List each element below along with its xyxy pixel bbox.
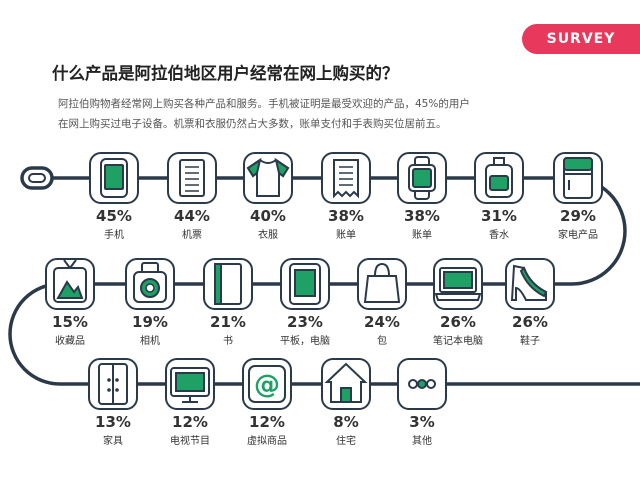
survey-logo: SURVEY bbox=[522, 24, 640, 54]
value-label: 31% bbox=[481, 207, 517, 225]
category-label: 电视节目 bbox=[170, 434, 210, 447]
intro-text: 阿拉伯购物者经常网上购买各种产品和服务。手机被证明是最受欢迎的产品，45%的用户… bbox=[58, 94, 498, 134]
chart-item: 13% 家具 bbox=[88, 358, 138, 447]
chart-item: 45% 手机 bbox=[89, 152, 139, 241]
value-label: 19% bbox=[132, 313, 168, 331]
category-label: 书 bbox=[223, 335, 233, 347]
category-label: 香水 bbox=[489, 229, 509, 241]
category-label: 相机 bbox=[140, 334, 160, 347]
value-label: 12% bbox=[172, 413, 208, 431]
category-label: 家具 bbox=[103, 434, 123, 447]
category-label: 笔记本电脑 bbox=[433, 334, 483, 347]
category-label: 账单 bbox=[336, 229, 356, 241]
shirt-icon bbox=[246, 157, 290, 197]
chart-item: 19% 相机 bbox=[125, 258, 175, 347]
chart-item: 38% 账单 bbox=[321, 152, 371, 241]
tv-icon bbox=[170, 367, 210, 403]
value-label: 38% bbox=[404, 207, 440, 225]
perfume-icon bbox=[485, 157, 513, 198]
laptop-icon bbox=[434, 267, 482, 301]
chart-item: 26% 笔记本电脑 bbox=[433, 258, 483, 347]
intro-line-1: 阿拉伯购物者经常网上购买各种产品和服务。手机被证明是最受欢迎的产品，45%的用户 bbox=[58, 98, 470, 110]
category-label: 虚拟商品 bbox=[247, 434, 287, 447]
chart-item: 44% 机票 bbox=[167, 152, 217, 241]
chart-item: 3% 其他 bbox=[397, 358, 447, 447]
value-label: 21% bbox=[210, 313, 246, 331]
bill-icon bbox=[333, 159, 359, 199]
value-label: 3% bbox=[409, 413, 434, 431]
page-title: 什么产品是阿拉伯地区用户经常在网上购买的？ bbox=[52, 64, 399, 83]
chart-item: 23% 平板，电脑 bbox=[280, 258, 330, 347]
value-label: 13% bbox=[95, 413, 131, 431]
timeline-start-knob bbox=[20, 166, 54, 190]
category-label: 住宅 bbox=[336, 434, 356, 447]
book-icon bbox=[214, 263, 242, 305]
category-label: 平板，电脑 bbox=[280, 334, 330, 347]
chart-item: 38% 账单 bbox=[397, 152, 447, 241]
category-label: 鞋子 bbox=[520, 334, 540, 347]
category-label: 家电产品 bbox=[558, 228, 598, 241]
value-label: 15% bbox=[52, 313, 88, 331]
category-label: 其他 bbox=[412, 434, 432, 447]
timeline-path bbox=[8, 176, 640, 386]
value-label: 24% bbox=[364, 313, 400, 331]
category-label: 账单 bbox=[412, 229, 432, 241]
chart-item: 26% 鞋子 bbox=[505, 258, 555, 347]
camera-icon bbox=[133, 262, 167, 303]
value-label: 26% bbox=[512, 313, 548, 331]
at-icon: @ bbox=[248, 365, 286, 403]
value-label: 26% bbox=[440, 313, 476, 331]
category-label: 机票 bbox=[182, 228, 202, 241]
value-label: 8% bbox=[333, 413, 358, 431]
chart-item: 12% 电视节目 bbox=[165, 358, 215, 447]
chart-item: 24% 包 bbox=[357, 258, 407, 347]
chart-item: 40% 衣服 bbox=[243, 152, 293, 241]
value-label: 29% bbox=[560, 207, 596, 225]
shoe-icon bbox=[510, 264, 548, 301]
fridge-icon bbox=[563, 157, 593, 199]
svg-text:@: @ bbox=[254, 370, 280, 400]
house-icon bbox=[324, 362, 368, 403]
chart-item: 29% 家电产品 bbox=[553, 152, 603, 241]
category-label: 收藏品 bbox=[55, 334, 85, 347]
dots-icon bbox=[408, 379, 436, 389]
intro-line-2: 在网上购买过电子设备。机票和衣服仍然占大多数，账单支付和手表购买位居前五。 bbox=[58, 118, 447, 130]
value-label: 40% bbox=[250, 207, 286, 225]
category-label: 手机 bbox=[104, 228, 124, 241]
chart-item: @12% 虚拟商品 bbox=[242, 358, 292, 447]
chart-item: 8% 住宅 bbox=[321, 358, 371, 447]
category-label: 包 bbox=[377, 334, 387, 347]
chart-item: 21% 书 bbox=[203, 258, 253, 347]
value-label: 23% bbox=[287, 313, 323, 331]
watch-icon bbox=[408, 156, 436, 200]
bag-icon bbox=[363, 262, 401, 303]
value-label: 45% bbox=[96, 207, 132, 225]
value-label: 38% bbox=[328, 207, 364, 225]
phone-icon bbox=[100, 158, 128, 198]
category-label: 衣服 bbox=[258, 228, 278, 241]
chart-item: 31% 香水 bbox=[474, 152, 524, 241]
value-label: 12% bbox=[249, 413, 285, 431]
cabinet-icon bbox=[98, 363, 128, 405]
tablet-icon bbox=[289, 263, 321, 305]
picture-icon bbox=[53, 259, 87, 303]
ticket-icon bbox=[179, 159, 205, 197]
value-label: 44% bbox=[174, 207, 210, 225]
chart-item: 15% 收藏品 bbox=[45, 258, 95, 347]
